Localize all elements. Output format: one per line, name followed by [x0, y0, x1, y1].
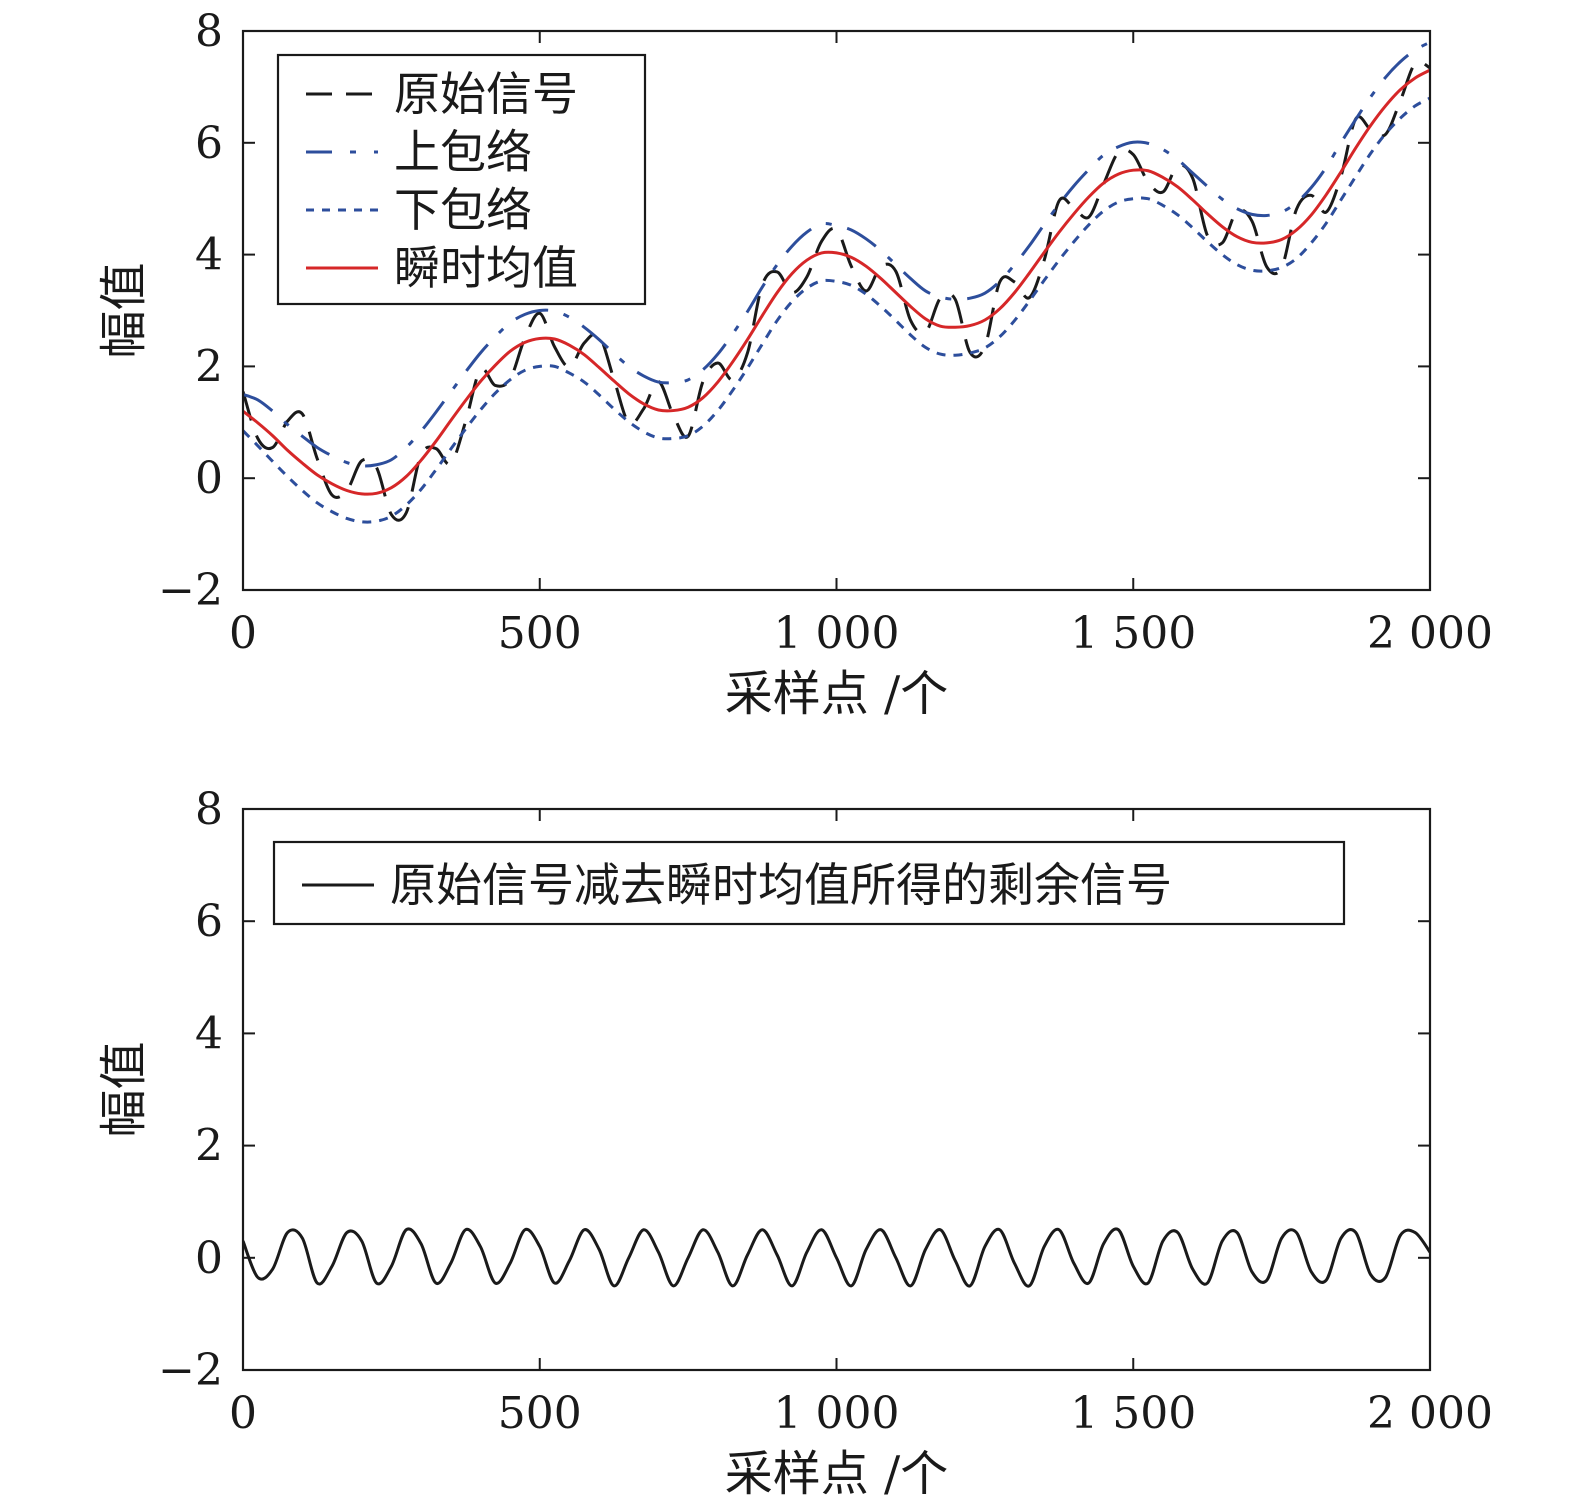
legend-label: 原始信号减去瞬时均值所得的剩余信号: [390, 858, 1172, 912]
x-tick-label: 1 000: [774, 608, 900, 659]
legend-label: 上包络: [394, 125, 532, 179]
y-axis-title: 幅值: [96, 262, 152, 358]
legend-box: [276, 53, 647, 306]
y-tick-label: 2: [195, 1121, 223, 1172]
y-tick-label: 8: [195, 784, 223, 835]
y-tick-label: 4: [195, 1008, 223, 1059]
series-line-0: [243, 60, 1430, 522]
series-line-1: [243, 40, 1430, 468]
x-tick-label: 2 000: [1367, 608, 1493, 659]
series-group: [243, 1227, 1430, 1288]
legend-label: 原始信号: [394, 67, 578, 121]
legend-label: 瞬时均值: [394, 241, 578, 295]
y-axis-title: 幅值: [96, 1041, 152, 1137]
y-tick-label: 0: [195, 453, 223, 504]
x-tick-label: 1 000: [774, 1388, 900, 1439]
series-line-3: [243, 68, 1430, 496]
x-tick-label: 0: [229, 608, 257, 659]
legend-box: [272, 840, 1346, 926]
y-tick-label: −2: [158, 1345, 223, 1396]
x-tick-label: 1 500: [1070, 608, 1196, 659]
y-tick-label: −2: [158, 565, 223, 616]
series-line-2: [243, 96, 1430, 524]
series-group: [243, 40, 1430, 524]
y-tick-label: 6: [195, 896, 223, 947]
x-tick-label: 1 500: [1070, 1388, 1196, 1439]
y-tick-label: 8: [195, 6, 223, 57]
y-tick-label: 6: [195, 118, 223, 169]
x-tick-label: 500: [498, 608, 582, 659]
legend-label: 下包络: [394, 183, 532, 237]
y-tick-label: 4: [195, 230, 223, 281]
x-tick-label: 500: [498, 1388, 582, 1439]
legend: 原始信号减去瞬时均值所得的剩余信号: [272, 840, 1346, 926]
x-axis-title: 采样点 /个: [725, 1446, 948, 1502]
series-line-0: [243, 1227, 1430, 1288]
x-tick-label: 2 000: [1367, 1388, 1493, 1439]
y-tick-label: 2: [195, 341, 223, 392]
x-axis-title: 采样点 /个: [725, 666, 948, 722]
x-tick-label: 0: [229, 1388, 257, 1439]
y-tick-label: 0: [195, 1233, 223, 1284]
